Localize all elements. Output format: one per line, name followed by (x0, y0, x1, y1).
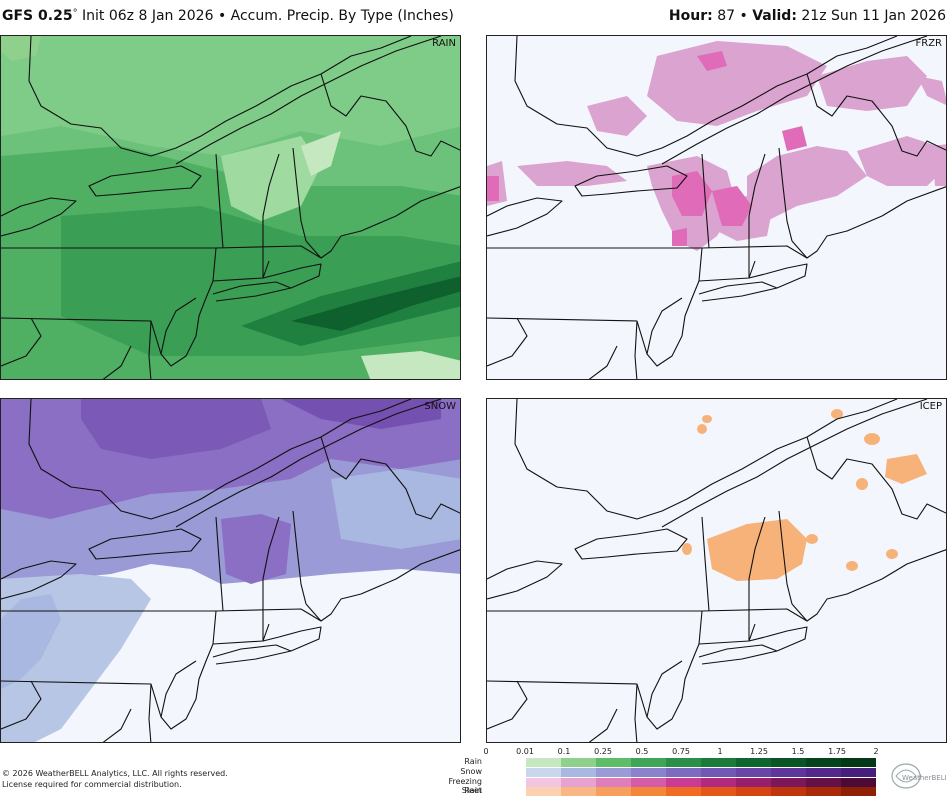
legend-swatch (771, 758, 806, 767)
model-name: GFS 0.25 (2, 8, 73, 24)
license-text: License required for commercial distribu… (2, 780, 182, 789)
legend-tick: 0 (483, 747, 489, 756)
valid-info: Hour: 87 • Valid: 21z Sun 11 Jan 2026 (669, 8, 946, 24)
legend-tick: 0.1 (557, 747, 571, 756)
legend-swatch (596, 778, 631, 787)
legend-swatch (526, 787, 561, 796)
legend-swatch (841, 787, 876, 796)
legend-swatch (631, 768, 666, 777)
legend-swatch (561, 778, 596, 787)
legend-row-label: Freezing Rain (448, 777, 482, 795)
footer-copyright: © 2026 WeatherBELL Analytics, LLC. All r… (2, 768, 228, 790)
legend-tick: 0.01 (516, 747, 534, 756)
hour-value: 87 (717, 8, 736, 24)
snow-panel: SNOW (0, 398, 461, 743)
legend-tick: 0.75 (672, 747, 690, 756)
legend-swatch (806, 778, 841, 787)
legend-swatch (631, 778, 666, 787)
legend-row-label: Rain (464, 757, 482, 766)
frzr-panel: FRZR (486, 35, 947, 380)
legend-swatch (736, 787, 771, 796)
legend-swatch (806, 787, 841, 796)
degree-symbol: ° (72, 8, 78, 19)
legend-swatch (771, 778, 806, 787)
legend-swatch (526, 778, 561, 787)
legend-tick: 0.25 (594, 747, 612, 756)
legend-tick: 1 (717, 747, 723, 756)
legend-swatch (631, 758, 666, 767)
legend-swatch (666, 758, 701, 767)
legend-swatch (771, 768, 806, 777)
weatherbell-logo: WeatherBELL (888, 756, 948, 796)
legend-swatch (561, 787, 596, 796)
legend-swatch (666, 778, 701, 787)
legend-swatch (666, 787, 701, 796)
icep-map (487, 399, 946, 742)
legend-swatch (526, 768, 561, 777)
legend-tick: 1.75 (828, 747, 846, 756)
legend-swatch (701, 768, 736, 777)
legend-tick: 2 (873, 747, 879, 756)
legend-swatch (596, 758, 631, 767)
rain-panel: RAIN (0, 35, 461, 380)
icep-panel: ICEP (486, 398, 947, 743)
legend-swatch (701, 787, 736, 796)
copyright-text: © 2026 WeatherBELL Analytics, LLC. All r… (2, 769, 228, 778)
legend-swatch (701, 758, 736, 767)
legend-tick: 1.25 (750, 747, 768, 756)
legend-swatch (631, 787, 666, 796)
snow-label: SNOW (424, 401, 456, 412)
frzr-map (487, 36, 946, 379)
init-time: Init 06z 8 Jan 2026 (82, 8, 214, 24)
valid-value: 21z Sun 11 Jan 2026 (801, 8, 946, 24)
legend-swatch (666, 768, 701, 777)
legend-swatch (806, 768, 841, 777)
legend-swatch (771, 787, 806, 796)
legend-swatch (596, 787, 631, 796)
legend-swatch (526, 758, 561, 767)
legend-swatch (561, 758, 596, 767)
valid-label: Valid: (752, 8, 797, 24)
title-separator: • (217, 8, 227, 24)
legend-row-label: Sleet (461, 786, 482, 795)
legend-swatch (806, 758, 841, 767)
snow-map (1, 399, 460, 742)
legend-tick: 1.5 (791, 747, 805, 756)
legend-swatch (561, 768, 596, 777)
legend-swatch (736, 768, 771, 777)
rain-map (1, 36, 460, 379)
legend-swatch (736, 758, 771, 767)
legend-tick: 0.5 (635, 747, 649, 756)
color-legend: 0 0.01 0.1 0.25 0.5 0.75 1 1.25 1.5 1.75 2 Rain Snow… (440, 745, 910, 800)
product-name: Accum. Precip. By Type (Inches) (230, 8, 454, 24)
header: GFS 0.25° Init 06z 8 Jan 2026 • Accum. P… (0, 0, 948, 34)
logo-text: WeatherBELL (902, 774, 946, 782)
legend-swatch (596, 768, 631, 777)
frzr-label: FRZR (915, 38, 943, 49)
legend-swatch (701, 778, 736, 787)
legend-swatch (841, 778, 876, 787)
legend-swatch (736, 778, 771, 787)
hour-label: Hour: (668, 8, 713, 24)
legend-swatch (841, 758, 876, 767)
icep-label: ICEP (919, 401, 942, 412)
valid-separator: • (739, 8, 748, 24)
legend-row-label: Snow (460, 767, 482, 776)
rain-label: RAIN (432, 38, 456, 49)
map-title: GFS 0.25° Init 06z 8 Jan 2026 • Accum. P… (2, 8, 454, 24)
legend-swatch (841, 768, 876, 777)
